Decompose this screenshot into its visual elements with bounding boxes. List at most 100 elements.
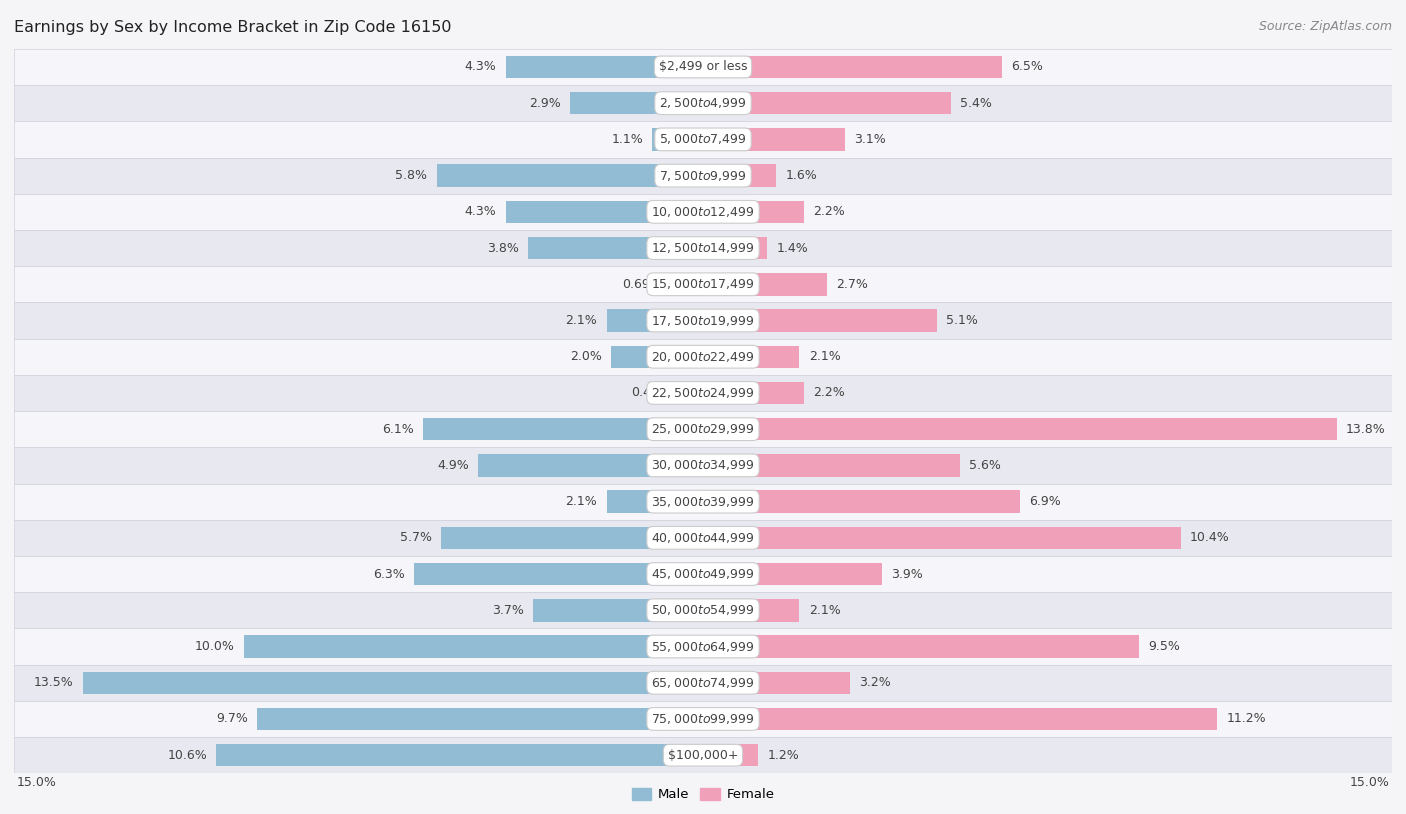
Text: $100,000+: $100,000+ bbox=[668, 749, 738, 762]
Text: 5.6%: 5.6% bbox=[969, 459, 1001, 472]
Text: 2.1%: 2.1% bbox=[808, 604, 841, 617]
Text: $7,500 to $9,999: $7,500 to $9,999 bbox=[659, 168, 747, 182]
Text: 15.0%: 15.0% bbox=[17, 776, 56, 789]
Bar bbox=[703, 744, 758, 767]
Text: 10.0%: 10.0% bbox=[194, 640, 235, 653]
Text: 0.49%: 0.49% bbox=[631, 387, 671, 400]
Text: 2.7%: 2.7% bbox=[837, 278, 868, 291]
Text: Source: ZipAtlas.com: Source: ZipAtlas.com bbox=[1258, 20, 1392, 33]
Bar bbox=[703, 454, 960, 477]
Text: $10,000 to $12,499: $10,000 to $12,499 bbox=[651, 205, 755, 219]
Text: 10.4%: 10.4% bbox=[1189, 532, 1230, 545]
Bar bbox=[14, 701, 1392, 737]
Text: 2.9%: 2.9% bbox=[529, 97, 561, 110]
Text: 6.9%: 6.9% bbox=[1029, 495, 1062, 508]
Bar bbox=[703, 164, 776, 187]
Text: 13.5%: 13.5% bbox=[34, 676, 73, 689]
Bar bbox=[606, 309, 703, 332]
Text: 2.2%: 2.2% bbox=[813, 387, 845, 400]
Text: 2.0%: 2.0% bbox=[569, 350, 602, 363]
Bar bbox=[703, 92, 950, 115]
Bar bbox=[14, 592, 1392, 628]
Text: 15.0%: 15.0% bbox=[1350, 776, 1389, 789]
Text: 3.8%: 3.8% bbox=[488, 242, 519, 255]
Bar bbox=[257, 707, 703, 730]
Bar bbox=[671, 273, 703, 295]
Bar bbox=[14, 302, 1392, 339]
Text: 5.8%: 5.8% bbox=[395, 169, 427, 182]
Text: Earnings by Sex by Income Bracket in Zip Code 16150: Earnings by Sex by Income Bracket in Zip… bbox=[14, 20, 451, 35]
Bar bbox=[14, 484, 1392, 519]
Bar bbox=[423, 418, 703, 440]
Text: 4.3%: 4.3% bbox=[464, 205, 496, 218]
Text: 1.2%: 1.2% bbox=[768, 749, 799, 762]
Text: 1.1%: 1.1% bbox=[612, 133, 644, 146]
Bar bbox=[506, 200, 703, 223]
Bar bbox=[703, 345, 800, 368]
Text: 11.2%: 11.2% bbox=[1226, 712, 1267, 725]
Text: $2,500 to $4,999: $2,500 to $4,999 bbox=[659, 96, 747, 110]
Text: 2.2%: 2.2% bbox=[813, 205, 845, 218]
Text: 9.5%: 9.5% bbox=[1149, 640, 1181, 653]
Text: $20,000 to $22,499: $20,000 to $22,499 bbox=[651, 350, 755, 364]
Text: 4.3%: 4.3% bbox=[464, 60, 496, 73]
Bar bbox=[529, 237, 703, 260]
Text: 5.4%: 5.4% bbox=[960, 97, 993, 110]
Bar bbox=[217, 744, 703, 767]
Text: 6.3%: 6.3% bbox=[373, 567, 405, 580]
Bar bbox=[14, 411, 1392, 448]
Legend: Male, Female: Male, Female bbox=[626, 782, 780, 807]
Text: $22,500 to $24,999: $22,500 to $24,999 bbox=[651, 386, 755, 400]
Text: 1.6%: 1.6% bbox=[786, 169, 817, 182]
Text: 6.1%: 6.1% bbox=[382, 422, 413, 435]
Bar bbox=[703, 707, 1218, 730]
Text: 2.1%: 2.1% bbox=[808, 350, 841, 363]
Bar bbox=[14, 737, 1392, 773]
Bar bbox=[14, 85, 1392, 121]
Bar bbox=[14, 49, 1392, 85]
Bar bbox=[612, 345, 703, 368]
Bar bbox=[14, 158, 1392, 194]
Text: $17,500 to $19,999: $17,500 to $19,999 bbox=[651, 313, 755, 327]
Bar bbox=[703, 382, 804, 405]
Text: 4.9%: 4.9% bbox=[437, 459, 468, 472]
Text: $65,000 to $74,999: $65,000 to $74,999 bbox=[651, 676, 755, 689]
Bar bbox=[703, 128, 845, 151]
Text: 6.5%: 6.5% bbox=[1011, 60, 1043, 73]
Bar bbox=[703, 599, 800, 622]
Bar bbox=[14, 230, 1392, 266]
Bar bbox=[703, 273, 827, 295]
Text: $2,499 or less: $2,499 or less bbox=[659, 60, 747, 73]
Bar bbox=[703, 672, 851, 694]
Text: $45,000 to $49,999: $45,000 to $49,999 bbox=[651, 567, 755, 581]
Bar bbox=[703, 200, 804, 223]
Bar bbox=[703, 55, 1001, 78]
Text: $25,000 to $29,999: $25,000 to $29,999 bbox=[651, 422, 755, 436]
Bar bbox=[703, 562, 882, 585]
Bar bbox=[413, 562, 703, 585]
Bar bbox=[681, 382, 703, 405]
Bar bbox=[703, 527, 1181, 549]
Bar bbox=[14, 447, 1392, 484]
Bar bbox=[83, 672, 703, 694]
Text: $50,000 to $54,999: $50,000 to $54,999 bbox=[651, 603, 755, 617]
Bar bbox=[703, 237, 768, 260]
Bar bbox=[606, 490, 703, 513]
Text: 0.69%: 0.69% bbox=[623, 278, 662, 291]
Bar bbox=[14, 664, 1392, 701]
Text: 3.9%: 3.9% bbox=[891, 567, 924, 580]
Bar bbox=[437, 164, 703, 187]
Text: 3.2%: 3.2% bbox=[859, 676, 891, 689]
Text: 9.7%: 9.7% bbox=[217, 712, 249, 725]
Bar bbox=[506, 55, 703, 78]
Bar bbox=[14, 628, 1392, 664]
Bar bbox=[441, 527, 703, 549]
Text: $12,500 to $14,999: $12,500 to $14,999 bbox=[651, 241, 755, 255]
Text: $55,000 to $64,999: $55,000 to $64,999 bbox=[651, 640, 755, 654]
Text: $40,000 to $44,999: $40,000 to $44,999 bbox=[651, 531, 755, 545]
Bar bbox=[14, 519, 1392, 556]
Bar bbox=[14, 339, 1392, 374]
Text: $35,000 to $39,999: $35,000 to $39,999 bbox=[651, 495, 755, 509]
Text: 5.7%: 5.7% bbox=[401, 532, 432, 545]
Bar bbox=[703, 490, 1019, 513]
